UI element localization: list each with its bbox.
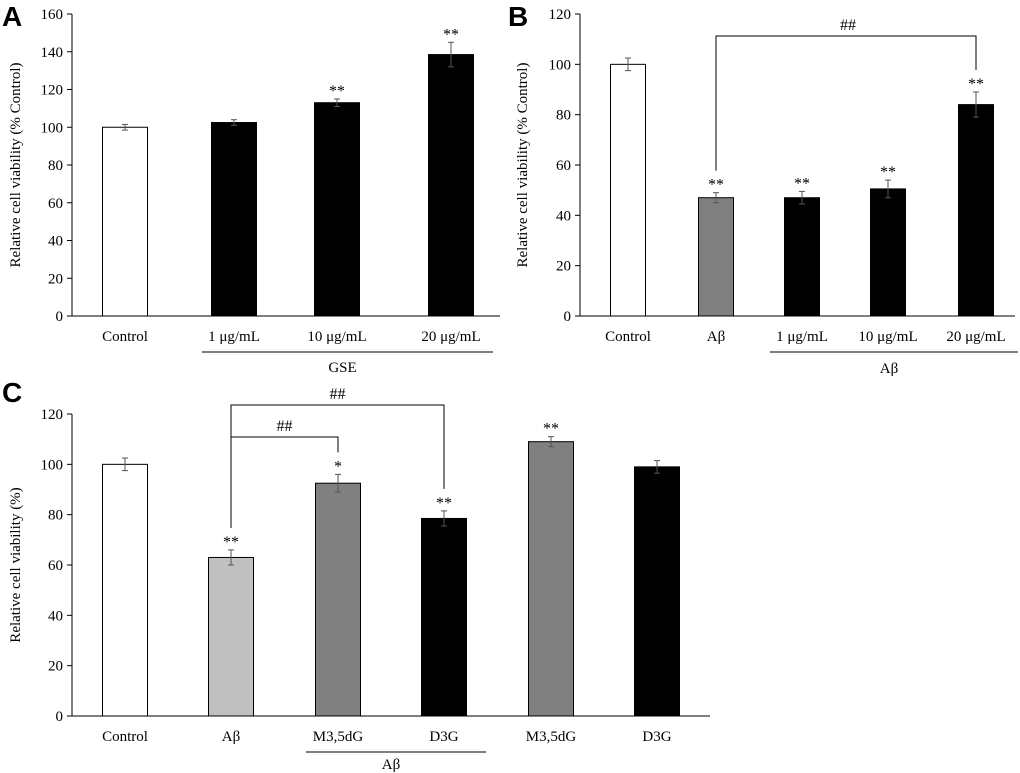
panel-a-y-tick-label: 20 — [48, 271, 63, 287]
panel-b-y-tick-label: 80 — [556, 108, 571, 124]
panel-b-y-tick-label: 20 — [556, 259, 571, 275]
panel-b-significance-mark: ** — [708, 177, 724, 194]
panel-b-significance-mark: ** — [794, 175, 810, 192]
panel-c-bar — [315, 482, 361, 717]
panel-b-category-label: 10 μg/mL — [858, 329, 917, 345]
panel-b-comparison-bracket — [715, 35, 977, 171]
panel-a-bar — [428, 54, 474, 317]
panel-c-chart: C 0 20 40 60 80 100 120 Relative cell viability… — [2, 377, 710, 773]
panel-b-y-tick-label: 40 — [556, 208, 571, 224]
panel-b-bar — [958, 104, 994, 317]
panel-a-significance-mark: ** — [329, 83, 345, 100]
panel-a-y-tick-label: 60 — [48, 196, 63, 212]
panel-b-bar — [784, 197, 820, 317]
panel-a-significance-mark: ** — [443, 26, 459, 43]
panel-b-y-tick-label: 0 — [564, 309, 572, 325]
panel-a-y-tick-label: 80 — [48, 158, 63, 174]
panel-c-bar — [528, 441, 574, 717]
panel-a-y-tick-label: 40 — [48, 234, 63, 250]
panel-a-bar — [102, 126, 148, 317]
panel-a-category-label: Control — [102, 329, 148, 345]
panel-c-y-tick-label: 20 — [48, 659, 63, 675]
panel-c-bar — [102, 463, 148, 717]
panel-a-letter: A — [2, 1, 22, 32]
panel-b-category-label: Control — [605, 329, 651, 345]
panel-c-y-tick-label: 120 — [41, 407, 64, 423]
panel-b-group-label: Aβ — [880, 361, 898, 377]
panel-a-category-label: 20 μg/mL — [421, 329, 480, 345]
panel-b-y-axis-title: Relative cell viability (% Control) — [515, 63, 531, 268]
panel-c-category-label: M3,5dG — [313, 729, 364, 745]
panel-b-y-tick-label: 100 — [549, 57, 572, 73]
panel-b-y-tick-label: 60 — [556, 158, 571, 174]
panel-b-significance-mark: ** — [968, 76, 984, 93]
panel-c-category-label: D3G — [642, 729, 671, 745]
panel-b-category-label: 20 μg/mL — [946, 329, 1005, 345]
panel-a-y-tick-label: 140 — [41, 45, 64, 61]
panel-b-category-label: Aβ — [707, 329, 725, 345]
panel-c-y-tick-label: 0 — [56, 709, 64, 725]
panel-c-bar — [634, 466, 680, 717]
panel-b-bar — [610, 63, 646, 317]
panel-b-category-label: 1 μg/mL — [776, 329, 828, 345]
panel-b-bar — [698, 197, 734, 317]
panel-c-category-label: D3G — [429, 729, 458, 745]
panel-c-y-tick-label: 60 — [48, 558, 63, 574]
panel-a-chart: A 0 20 40 60 80 100 120 140 160 Relative cell via… — [2, 1, 500, 376]
panel-c-significance-mark: ** — [223, 534, 239, 551]
panel-b-y-tick-label: 120 — [549, 7, 572, 23]
panel-c-letter: C — [2, 377, 22, 408]
panel-c-category-label: M3,5dG — [526, 729, 577, 745]
panel-b-bracket-label: ## — [840, 17, 856, 34]
panel-c-y-tick-label: 80 — [48, 508, 63, 524]
panel-c-y-tick-label: 100 — [41, 457, 64, 473]
panel-c-significance-mark: ** — [543, 421, 559, 438]
panel-c-category-label: Control — [102, 729, 148, 745]
panel-a-y-tick-label: 100 — [41, 120, 64, 136]
panel-b-significance-mark: ** — [880, 164, 896, 181]
panel-b-letter: B — [508, 1, 528, 32]
panel-c-significance-mark: ** — [436, 495, 452, 512]
panel-c-group-label: Aβ — [382, 757, 400, 773]
panel-c-bracket-label: ## — [277, 418, 293, 435]
panel-c-y-tick-label: 40 — [48, 608, 63, 624]
panel-a-category-label: 10 μg/mL — [307, 329, 366, 345]
panel-b-chart: B 0 20 40 60 80 100 120 Relative cell viability… — [508, 1, 1018, 377]
panel-a-bar — [211, 122, 257, 317]
panel-c-category-label: Aβ — [222, 729, 240, 745]
panel-a-bar — [314, 102, 360, 317]
panel-a-y-tick-label: 160 — [41, 7, 64, 23]
panel-c-y-axis-title: Relative cell viability (%) — [8, 487, 24, 642]
panel-b-bar — [870, 188, 906, 317]
panel-a-group-label: GSE — [328, 360, 356, 376]
panel-c-bar — [208, 556, 254, 717]
panel-a-y-axis-title: Relative cell viability (% Control) — [8, 63, 24, 268]
panel-a-y-tick-label: 120 — [41, 83, 64, 99]
panel-c-bar — [421, 517, 467, 717]
panel-c-significance-mark: * — [334, 458, 342, 475]
panel-c-bracket-label: ## — [330, 386, 346, 403]
panel-c-comparison-bracket — [230, 404, 445, 528]
panel-a-category-label: 1 μg/mL — [208, 329, 260, 345]
panel-a-y-tick-label: 0 — [56, 309, 64, 325]
